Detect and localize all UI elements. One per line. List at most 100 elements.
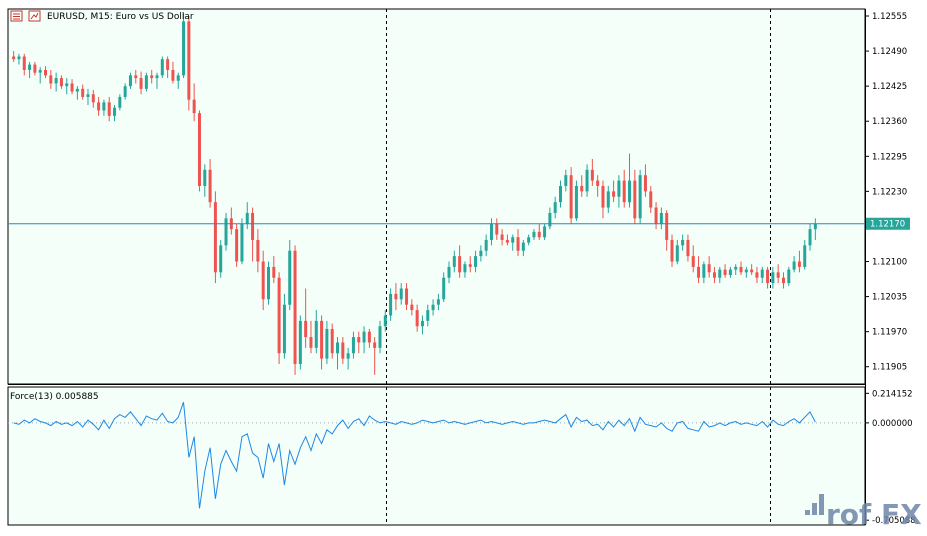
- candle-body: [633, 180, 637, 219]
- candle-body: [28, 64, 32, 70]
- candle-body: [197, 113, 201, 186]
- candle-body: [341, 342, 345, 359]
- price-tick-label: 1.12035: [872, 293, 907, 303]
- candle-body: [208, 169, 212, 203]
- candle-body: [474, 256, 478, 267]
- candle-body: [203, 169, 207, 186]
- candle-body: [813, 223, 817, 230]
- candle-body: [792, 261, 796, 270]
- candle-body: [511, 237, 515, 243]
- candle-body: [378, 326, 382, 348]
- indicator-axis: 0.214152 0.000000 -0.705088: [865, 389, 916, 526]
- candle-body: [107, 102, 111, 116]
- candle-body: [654, 207, 658, 224]
- candle-body: [702, 264, 706, 278]
- candle-body: [139, 78, 143, 89]
- candle-body: [304, 320, 308, 338]
- candle-body: [458, 256, 462, 273]
- indicator-title: Force(13) 0.005885: [10, 392, 99, 402]
- candle-body: [410, 304, 414, 311]
- price-tick-label: 1.12100: [872, 258, 907, 268]
- candle-body: [266, 266, 270, 300]
- indicator-tick-label: 0.000000: [872, 419, 913, 429]
- candle-body: [670, 239, 674, 262]
- candle-body: [160, 59, 164, 76]
- candle-body: [277, 277, 281, 354]
- candle-body: [505, 239, 509, 243]
- candle-body: [150, 75, 154, 79]
- candle-body: [240, 223, 244, 262]
- candle-body: [596, 180, 600, 186]
- list-icon[interactable]: [10, 10, 23, 22]
- candle-body: [155, 75, 159, 79]
- candle-body: [452, 256, 456, 267]
- candle-body: [739, 266, 743, 273]
- candle-body: [192, 99, 196, 114]
- candle-body: [691, 256, 695, 267]
- candle-body: [447, 266, 451, 278]
- indicator-tick-label: -0.705088: [872, 516, 916, 526]
- candle-body: [373, 342, 377, 348]
- candle-body: [781, 277, 785, 284]
- candle-body: [144, 75, 148, 89]
- candle-body: [755, 272, 759, 278]
- candle-body: [479, 250, 483, 257]
- price-axis: 1.12555 1.12490 1.12425 1.12360 1.12295 1.122…: [865, 12, 907, 373]
- candle-body: [394, 293, 398, 300]
- candles-layer: [12, 13, 817, 375]
- price-tick-label: 1.12295: [872, 152, 907, 162]
- candle-body: [797, 261, 801, 267]
- candle-body: [123, 86, 127, 97]
- candle-body: [213, 202, 217, 273]
- candle-body: [659, 212, 663, 224]
- candle-body: [128, 75, 132, 87]
- candle-body: [309, 337, 313, 348]
- candle-body: [612, 191, 616, 197]
- candle-body: [176, 75, 180, 81]
- candle-body: [367, 331, 371, 343]
- candle-body: [489, 223, 493, 240]
- candle-body: [81, 88, 85, 97]
- candle-body: [622, 180, 626, 203]
- candle-body: [569, 175, 573, 219]
- candle-body: [288, 250, 292, 305]
- candle-body: [787, 269, 791, 284]
- candle-body: [431, 304, 435, 311]
- candle-body: [336, 342, 340, 354]
- candle-body: [585, 169, 589, 192]
- candle-body: [516, 237, 520, 251]
- candle-body: [65, 83, 69, 87]
- price-tick-label: 1.12490: [872, 47, 907, 57]
- candle-body: [484, 239, 488, 251]
- candle-body: [272, 266, 276, 278]
- chart-header: EURUSD, M15: Euro vs US Dollar: [10, 10, 194, 22]
- chart-window-icon[interactable]: [28, 10, 41, 22]
- candle-body: [718, 269, 722, 278]
- current-price-label: 1.12170: [870, 220, 905, 230]
- candle-body: [744, 269, 748, 273]
- candle-body: [251, 212, 255, 240]
- candle-body: [675, 245, 679, 262]
- current-price-tag: 1.12170: [866, 217, 910, 230]
- candle-body: [580, 185, 584, 192]
- candle-body: [771, 272, 775, 284]
- candle-body: [686, 239, 690, 257]
- candle-body: [38, 69, 42, 73]
- candle-body: [521, 242, 525, 251]
- candle-body: [389, 293, 393, 316]
- price-tick-label: 1.12425: [872, 82, 907, 92]
- candle-body: [649, 191, 653, 208]
- candle-body: [59, 78, 63, 87]
- candle-body: [712, 272, 716, 278]
- candle-body: [235, 229, 239, 262]
- candle-body: [293, 250, 297, 365]
- candle-body: [325, 328, 329, 359]
- candle-body: [500, 234, 504, 240]
- candle-body: [532, 231, 536, 238]
- candle-body: [33, 64, 37, 73]
- candle-body: [118, 96, 122, 108]
- candle-body: [723, 269, 727, 276]
- indicator-tick-label: 0.214152: [872, 389, 913, 399]
- candle-body: [357, 337, 361, 343]
